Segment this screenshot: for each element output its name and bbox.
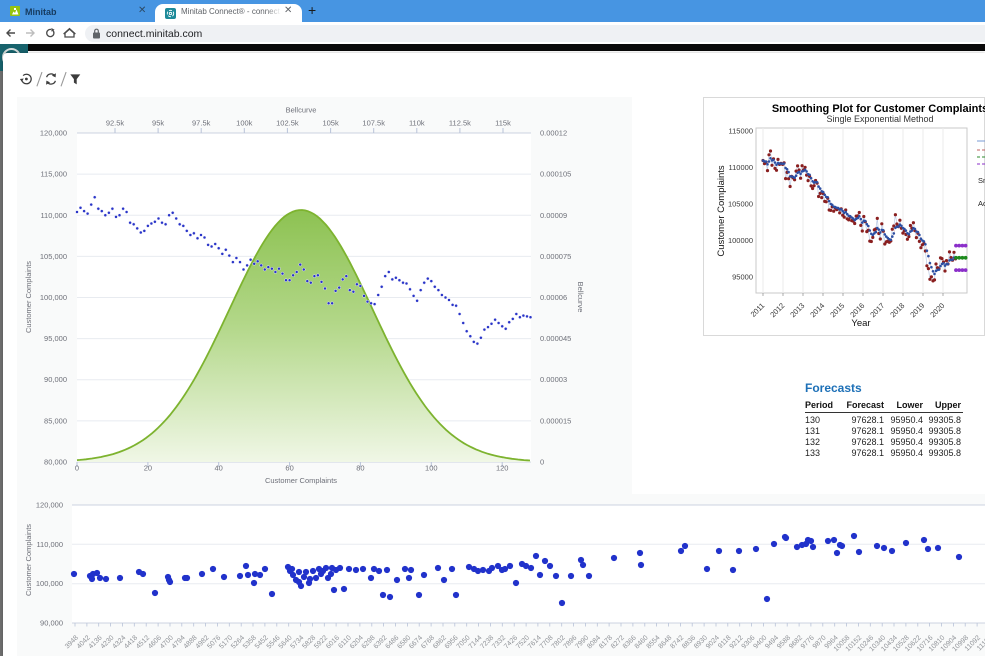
svg-text:107.5k: 107.5k bbox=[362, 119, 385, 128]
svg-text:Bellcurve: Bellcurve bbox=[286, 106, 317, 115]
svg-text:115k: 115k bbox=[495, 119, 511, 128]
svg-text:0.000015: 0.000015 bbox=[540, 416, 571, 425]
svg-text:95,000: 95,000 bbox=[44, 334, 67, 343]
svg-text:0.00003: 0.00003 bbox=[540, 375, 567, 384]
svg-text:Sm: Sm bbox=[978, 176, 985, 185]
svg-text:Ac: Ac bbox=[978, 199, 985, 208]
svg-text:Smoothing Plot for Customer Co: Smoothing Plot for Customer Complaints bbox=[772, 103, 985, 115]
svg-text:Single Exponential Method: Single Exponential Method bbox=[826, 114, 933, 124]
svg-text:0.000075: 0.000075 bbox=[540, 252, 571, 261]
svg-text:105k: 105k bbox=[322, 119, 339, 128]
svg-text:90,000: 90,000 bbox=[44, 375, 67, 384]
svg-text:20: 20 bbox=[144, 464, 152, 473]
svg-text:0: 0 bbox=[75, 464, 79, 473]
svg-text:100,000: 100,000 bbox=[40, 293, 67, 302]
svg-text:0: 0 bbox=[540, 458, 544, 467]
svg-text:120: 120 bbox=[496, 464, 509, 473]
svg-text:100000: 100000 bbox=[728, 236, 753, 245]
svg-text:97.5k: 97.5k bbox=[192, 119, 211, 128]
svg-text:105000: 105000 bbox=[728, 200, 753, 209]
svg-text:115000: 115000 bbox=[729, 127, 753, 136]
svg-text:110k: 110k bbox=[409, 119, 425, 128]
svg-text:102.5k: 102.5k bbox=[276, 119, 299, 128]
svg-text:100: 100 bbox=[425, 464, 438, 473]
svg-text:115,000: 115,000 bbox=[40, 170, 67, 179]
svg-text:110000: 110000 bbox=[729, 163, 753, 172]
svg-text:0.000045: 0.000045 bbox=[540, 334, 571, 343]
svg-text:105,000: 105,000 bbox=[40, 252, 67, 261]
svg-text:Customer Complaints: Customer Complaints bbox=[24, 524, 33, 596]
svg-text:112.5k: 112.5k bbox=[449, 119, 471, 128]
svg-text:Customer Complaints: Customer Complaints bbox=[265, 476, 337, 485]
svg-text:60: 60 bbox=[285, 464, 293, 473]
svg-text:80: 80 bbox=[356, 464, 364, 473]
svg-text:92.5k: 92.5k bbox=[106, 119, 125, 128]
svg-text:Customer Complaints: Customer Complaints bbox=[24, 261, 33, 333]
svg-text:90,000: 90,000 bbox=[40, 619, 63, 628]
svg-text:85,000: 85,000 bbox=[44, 416, 67, 425]
svg-text:0.00009: 0.00009 bbox=[540, 211, 567, 220]
svg-text:100k: 100k bbox=[236, 119, 253, 128]
svg-text:100,000: 100,000 bbox=[36, 579, 63, 588]
svg-text:80,000: 80,000 bbox=[44, 458, 67, 467]
svg-text:40: 40 bbox=[215, 464, 223, 473]
svg-text:Customer Complaints: Customer Complaints bbox=[716, 165, 727, 257]
svg-text:110,000: 110,000 bbox=[40, 211, 67, 220]
svg-text:0.00006: 0.00006 bbox=[540, 293, 567, 302]
svg-text:Year: Year bbox=[851, 318, 870, 329]
svg-text:11186: 11186 bbox=[976, 634, 985, 652]
svg-text:Bellcurve: Bellcurve bbox=[576, 282, 585, 313]
svg-text:0.000105: 0.000105 bbox=[540, 170, 571, 179]
svg-text:95000: 95000 bbox=[732, 273, 753, 282]
svg-text:0.00012: 0.00012 bbox=[540, 129, 567, 138]
svg-text:120,000: 120,000 bbox=[36, 501, 63, 510]
svg-text:120,000: 120,000 bbox=[40, 129, 67, 138]
svg-text:95k: 95k bbox=[152, 119, 164, 128]
svg-text:110,000: 110,000 bbox=[36, 540, 63, 549]
